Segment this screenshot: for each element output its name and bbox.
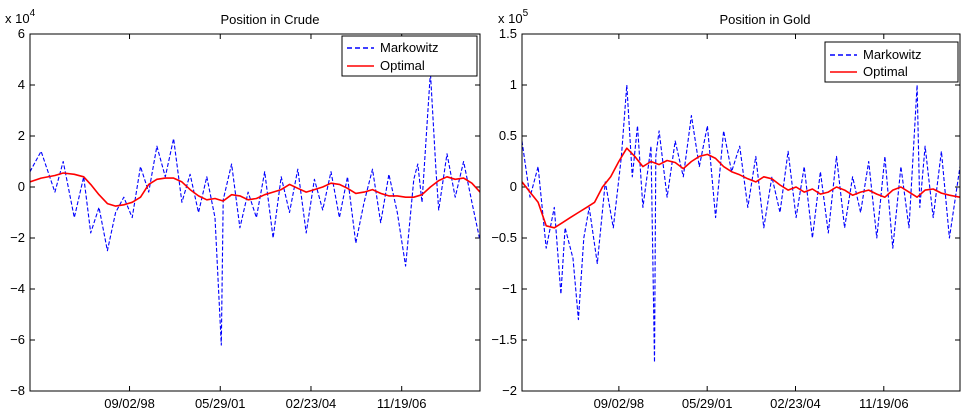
x-tick-label: 02/23/04 [770,396,821,411]
legend-label-optimal: Optimal [863,64,908,79]
y-tick-label: 0 [510,179,517,194]
legend-box [341,35,478,77]
y-tick-label: 2 [18,128,25,143]
series-line-markowitz [522,84,960,363]
crude-position-panel: Position in Crude x 104 −8−6−4−2024609/0… [5,8,481,411]
y-tick-label: −6 [10,332,25,347]
legend-label-markowitz: Markowitz [863,47,922,62]
legend: Markowitz Optimal [824,41,959,83]
y-scale-label: x 104 [5,8,36,26]
plot-area [30,71,480,346]
x-tick-label: 11/19/06 [377,396,427,411]
y-scale-exponent: 4 [30,8,36,19]
y-tick-label: −1.5 [491,332,517,347]
axes-frame [29,33,481,392]
x-tick-label: 05/29/01 [195,396,246,411]
x-tick-label: 09/02/98 [594,396,645,411]
gold-position-panel: Position in Gold x 105 −2 −1.5 −1 −0.5 0 0.5 1… [491,8,961,411]
legend: Markowitz Optimal [341,35,478,77]
y-tick-label: 0 [18,179,25,194]
y-tick-label: −1 [502,281,517,296]
y-tick-label: 6 [18,26,25,41]
x-tick-label: 05/29/01 [682,396,733,411]
series-line-optimal [522,147,960,229]
y-scale-label: x 105 [498,8,529,26]
y-tick-label: −4 [10,281,25,296]
y-scale-exponent: 5 [523,8,529,19]
axes-frame [521,33,961,392]
y-tick-label: −0.5 [491,230,517,245]
y-tick-label: −8 [10,383,25,398]
chart-title: Position in Gold [719,12,810,27]
y-tick-label: 1.5 [499,26,517,41]
plot-area [522,84,960,363]
legend-box [824,41,959,83]
y-scale-base: x 10 [498,11,523,26]
series-line-markowitz [30,71,480,346]
legend-label-markowitz: Markowitz [380,40,439,55]
y-scale-base: x 10 [5,11,30,26]
y-tick-label: 0.5 [499,128,517,143]
x-tick-label: 02/23/04 [286,396,337,411]
y-tick-label: −2 [502,383,517,398]
x-tick-label: 09/02/98 [104,396,155,411]
tick-layer: −2 −1.5 −1 −0.5 0 0.5 1 1.5 09/02/98 05/29/01 02/2… [491,26,960,411]
y-tick-label: −2 [10,230,25,245]
series-line-optimal [30,172,480,207]
x-tick-label: 11/19/06 [859,396,909,411]
tick-layer: −8 −6 −4 −2 0 2 4 6 09/02/98 05/29/01 02/23/04 11/1… [10,26,480,411]
legend-label-optimal: Optimal [380,58,425,73]
chart-title: Position in Crude [221,12,320,27]
y-tick-label: 4 [18,77,25,92]
y-tick-label: 1 [510,77,517,92]
